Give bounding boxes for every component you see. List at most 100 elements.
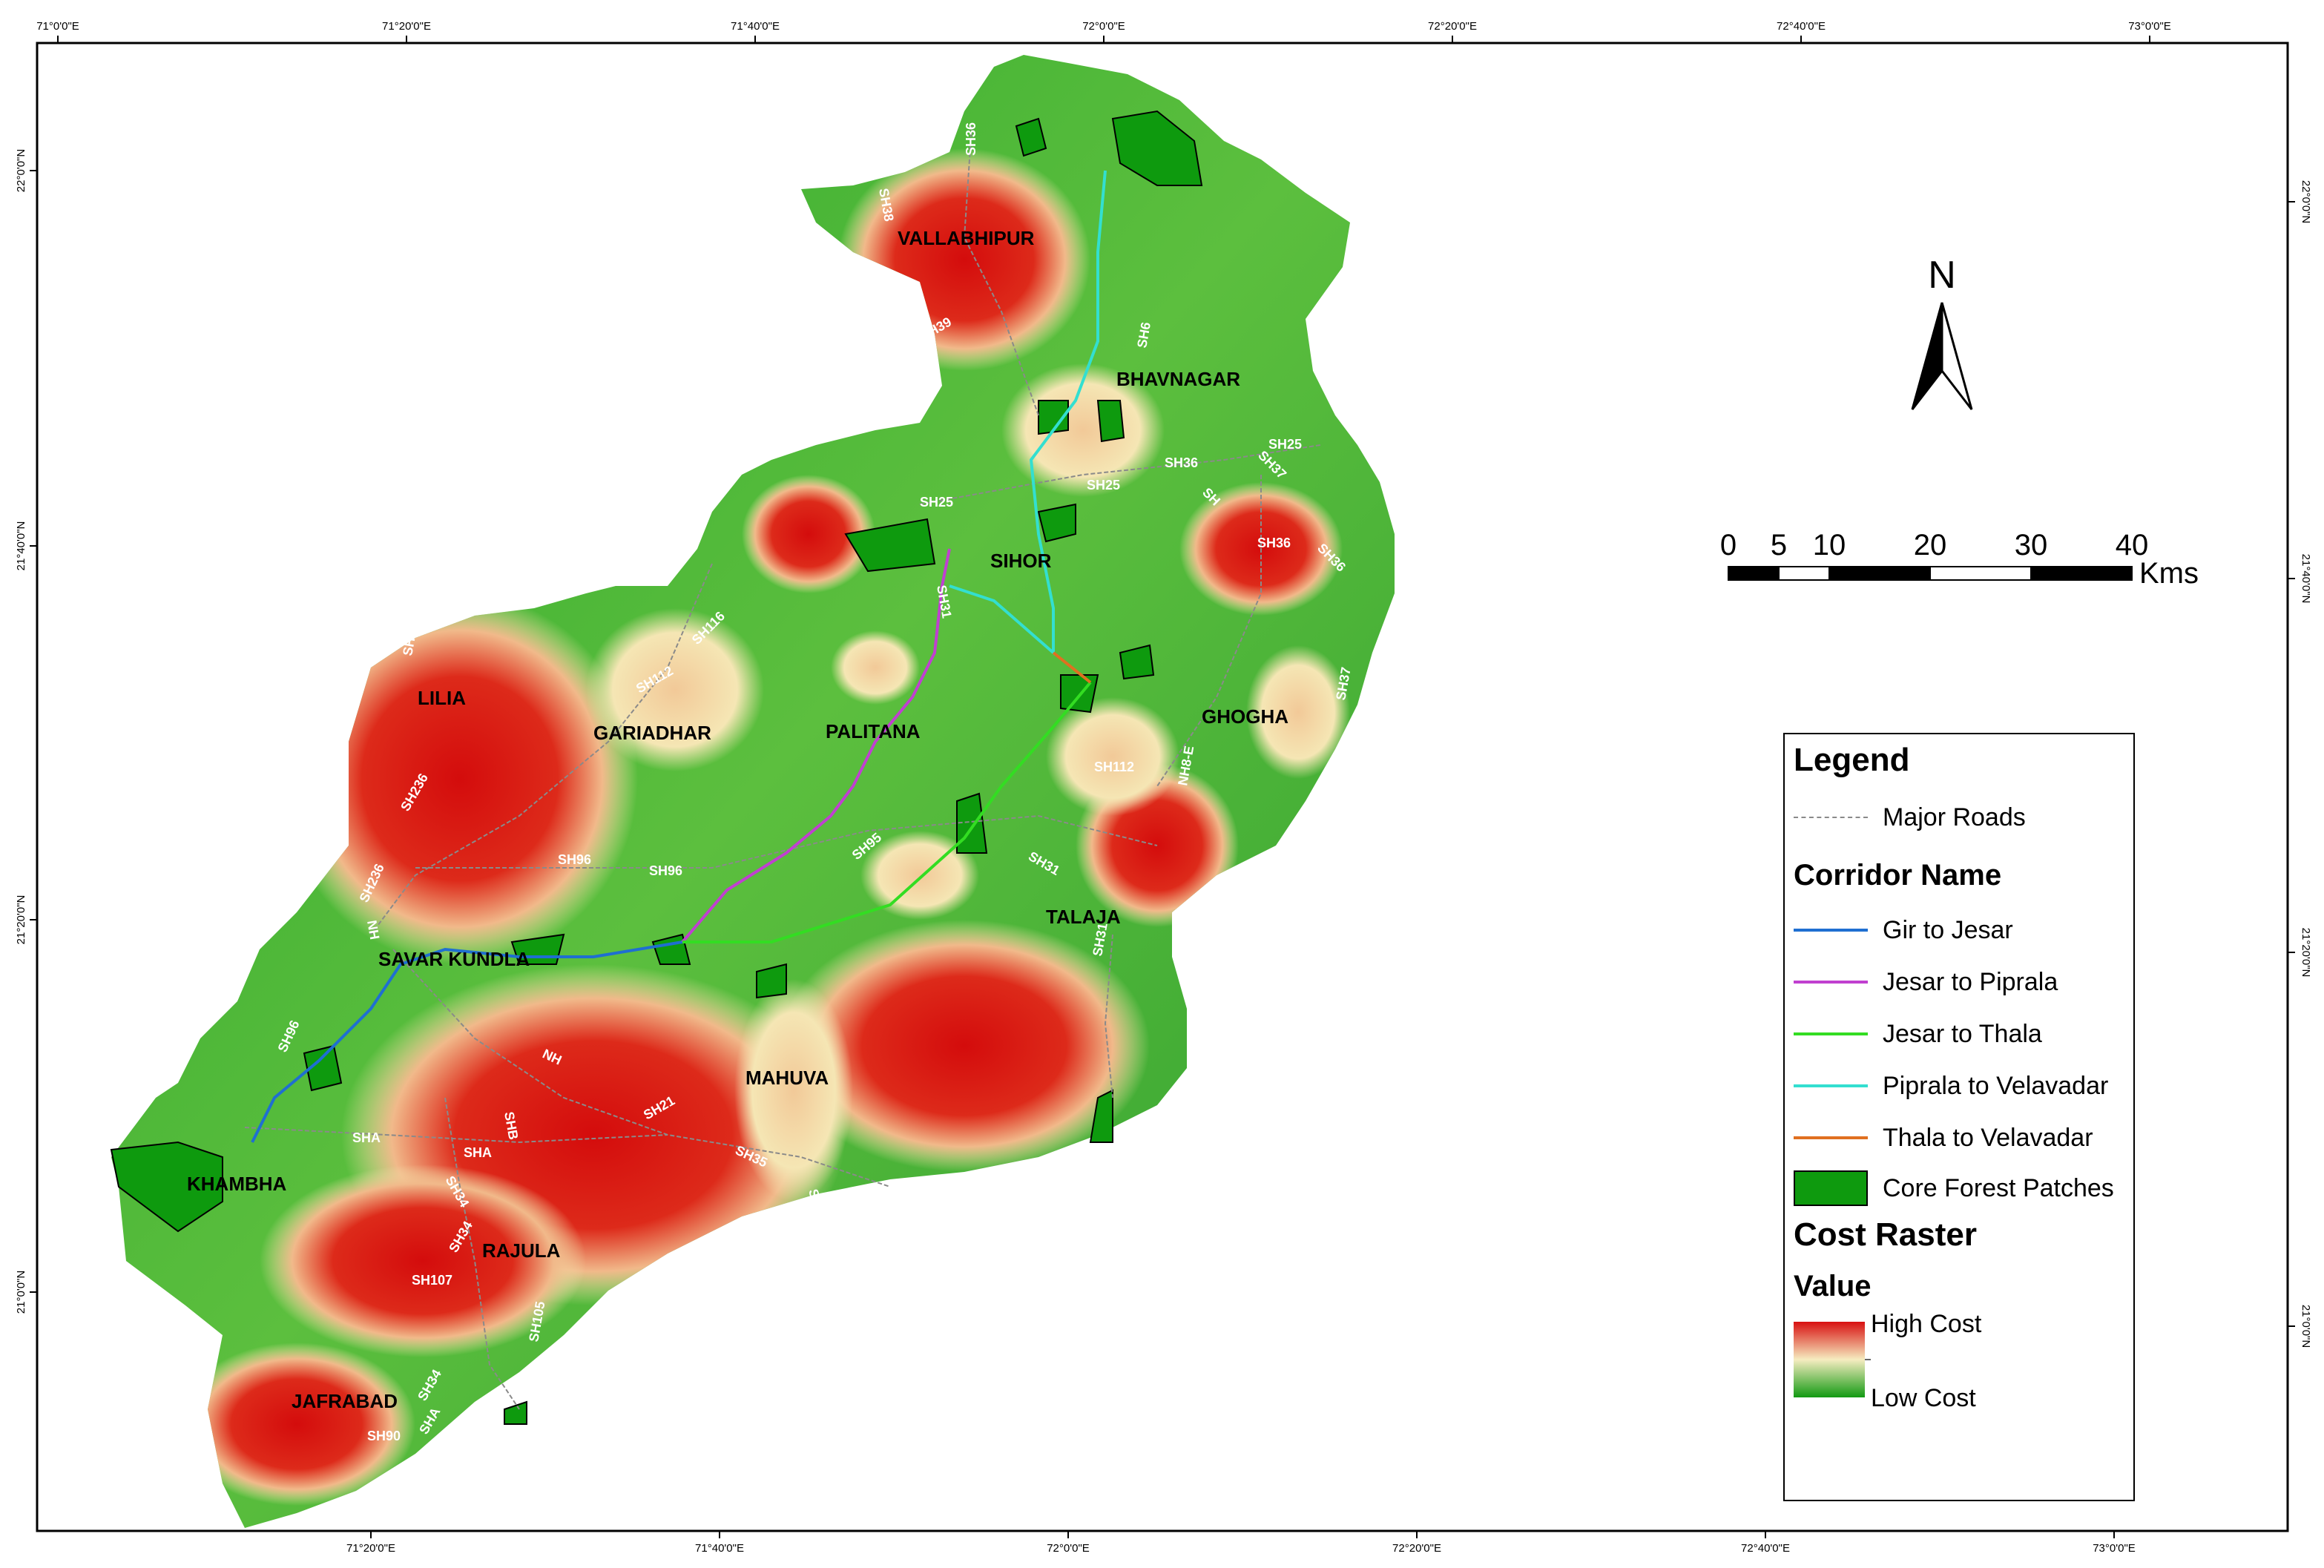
scale-bar: 0 5 10 20 30 40 Kms [1720, 529, 2199, 590]
bottom-tick-label: 71°40'0"E [695, 1542, 744, 1555]
legend-label: Thala to Velavadar [1883, 1123, 2093, 1152]
legend-title: Legend [1794, 742, 1910, 778]
road-label: SH112 [1094, 760, 1134, 774]
bottom-tick-label: 73°0'0"E [2093, 1542, 2136, 1555]
place-label: MAHUVA [745, 1067, 829, 1089]
left-tick-label: 21°20'0"N [15, 895, 27, 945]
place-label: VALLABHIPUR [898, 227, 1035, 249]
legend-label: Major Roads [1883, 803, 2026, 831]
right-tick-label: 21°0'0"N [2300, 1305, 2312, 1348]
corridor-gir-to-jesar [251, 941, 683, 1143]
corridor-line-symbol [1794, 1084, 1868, 1087]
value-title: Value [1794, 1270, 1872, 1302]
left-tick-label: 21°0'0"N [15, 1271, 27, 1314]
top-tick-label: 71°40'0"E [731, 20, 780, 33]
cost-raster [111, 55, 1395, 1528]
corridor-line-symbol [1794, 981, 1868, 984]
core-forest-patches [110, 110, 1203, 1425]
top-tick-label: 71°20'0"E [382, 20, 431, 33]
scale-tick-label: 30 [2015, 529, 2048, 561]
graticule-ticks [30, 36, 2295, 1538]
scale-tick-label: 5 [1771, 529, 1787, 561]
place-labels: VALLABHIPUR BHAVNAGAR SIHOR LILIA GARIAD… [187, 227, 1288, 1412]
corridor-jesar-to-thala [682, 681, 1092, 943]
place-label: KHAMBHA [187, 1173, 287, 1195]
legend-item-major-roads: Major Roads [1794, 801, 2026, 834]
scale-tick-label: 10 [1813, 529, 1846, 561]
top-tick-label: 72°20'0"E [1428, 20, 1477, 33]
cost-gradient-swatch [1794, 1322, 1865, 1397]
road-label: SH96 [649, 863, 682, 878]
cost-raster-title: Cost Raster [1794, 1216, 1977, 1253]
top-tick-label: 71°0'0"E [36, 20, 79, 33]
legend-item-corridor: Piprala to Velavadar [1794, 1070, 2108, 1102]
bottom-tick-labels: 71°20'0"E 71°40'0"E 72°0'0"E 72°20'0"E 7… [346, 1542, 2136, 1555]
legend-label: Gir to Jesar [1883, 915, 2013, 944]
road-label: NH [364, 919, 382, 941]
road-label: SH36 [1257, 536, 1291, 550]
corridor-line-symbol [1794, 929, 1868, 932]
gradient-tick [1865, 1359, 1871, 1360]
road-label: SH25 [920, 495, 953, 510]
bottom-tick-label: 72°0'0"E [1047, 1542, 1090, 1555]
top-tick-label: 72°40'0"E [1777, 20, 1826, 33]
road-label: SH36 [1165, 455, 1198, 470]
legend-item-corridor: Thala to Velavadar [1794, 1121, 2093, 1154]
right-tick-label: 21°40'0"N [2300, 554, 2312, 604]
place-label: BHAVNAGAR [1116, 368, 1240, 390]
road-label: SH90 [367, 1429, 401, 1443]
legend-item-corridor: Jesar to Piprala [1794, 966, 2058, 998]
corridor-jesar-to-piprala [681, 548, 951, 943]
high-cost-label: High Cost [1871, 1310, 1982, 1338]
right-tick-labels: 22°0'0"N 21°40'0"N 21°20'0"N 21°0'0"N [2300, 180, 2312, 1348]
road-label: SH25 [1268, 437, 1302, 452]
road-symbol [1794, 801, 1868, 834]
right-tick-label: 22°0'0"N [2300, 180, 2312, 223]
place-label: GHOGHA [1202, 705, 1288, 728]
corridor-thala-to-velavadar [1052, 651, 1092, 684]
left-tick-labels: 22°0'0"N 21°40'0"N 21°20'0"N 21°0'0"N [15, 149, 27, 1314]
bottom-tick-label: 72°20'0"E [1392, 1542, 1441, 1555]
north-arrow-label: N [1928, 254, 1956, 297]
place-label: SAVAR KUNDLA [378, 948, 530, 970]
top-tick-label: 73°0'0"E [2128, 20, 2171, 33]
left-tick-label: 22°0'0"N [15, 149, 27, 192]
legend: Legend Major Roads Corridor Name Gir to … [1783, 733, 2135, 1501]
left-tick-label: 21°40'0"N [15, 521, 27, 571]
forest-patch-symbol [1794, 1170, 1868, 1206]
road-label: SHA [352, 1130, 381, 1145]
place-label: SIHOR [990, 550, 1052, 572]
legend-item-corridor: Jesar to Thala [1794, 1018, 2042, 1050]
corridor-title: Corridor Name [1794, 859, 2002, 892]
legend-item-corridor: Gir to Jesar [1794, 914, 2013, 946]
scale-tick-label: 0 [1720, 529, 1737, 561]
bottom-tick-label: 72°40'0"E [1741, 1542, 1790, 1555]
legend-item-core-forest: Core Forest Patches [1794, 1170, 2114, 1206]
corridors [251, 170, 1107, 1143]
road-label: SH96 [558, 852, 591, 867]
place-label: LILIA [418, 687, 466, 709]
north-arrow: N [1911, 254, 1973, 410]
place-label: JAFRABAD [292, 1390, 398, 1412]
scale-tick-label: 20 [1914, 529, 1947, 561]
right-tick-label: 21°20'0"N [2300, 928, 2312, 978]
place-label: GARIADHAR [593, 722, 711, 744]
top-tick-labels: 71°0'0"E 71°20'0"E 71°40'0"E 72°0'0"E 72… [36, 20, 2171, 33]
road-label: SH107 [412, 1273, 452, 1288]
low-cost-label: Low Cost [1871, 1384, 1976, 1412]
corridor-line-symbol [1794, 1032, 1868, 1035]
road-label: SHA [464, 1145, 492, 1160]
road-label: SH25 [1087, 478, 1120, 493]
place-label: RAJULA [482, 1239, 561, 1262]
top-tick-label: 72°0'0"E [1082, 20, 1125, 33]
scale-unit: Kms [2139, 557, 2199, 590]
road-label: SH36 [964, 122, 978, 156]
legend-label: Jesar to Thala [1883, 1019, 2042, 1048]
corridor-piprala-to-velavadar [949, 170, 1107, 656]
legend-label: Core Forest Patches [1883, 1173, 2114, 1202]
bottom-tick-label: 71°20'0"E [346, 1542, 395, 1555]
legend-label: Piprala to Velavadar [1883, 1071, 2109, 1100]
corridor-line-symbol [1794, 1136, 1868, 1139]
legend-label: Jesar to Piprala [1883, 967, 2058, 996]
place-label: PALITANA [826, 720, 921, 742]
